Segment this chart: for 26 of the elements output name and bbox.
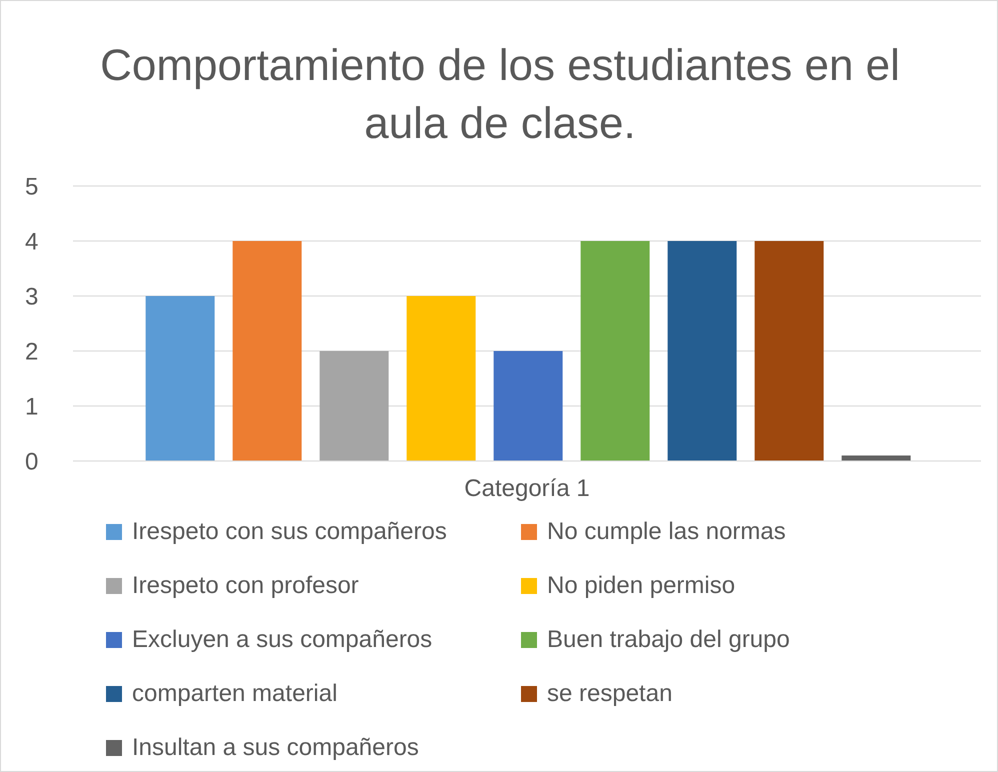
legend-label: se respetan [547, 680, 672, 708]
y-tick-label: 0 [25, 448, 38, 476]
bar [146, 296, 215, 461]
legend-label: Irespeto con profesor [132, 572, 359, 600]
legend-label: Buen trabajo del grupo [547, 626, 790, 654]
bar [580, 241, 650, 461]
x-tick-label: Categoría 1 [464, 475, 590, 502]
legend-label: No cumple las normas [547, 518, 786, 546]
bar [320, 351, 389, 461]
legend-label: Excluyen a sus compañeros [132, 626, 432, 654]
chart-title: Comportamiento de los estudiantes en el aula de clase. [100, 40, 900, 150]
y-tick-label: 4 [25, 228, 38, 256]
legend-label: Insultan a sus compañeros [132, 734, 419, 762]
legend-label: comparten material [132, 680, 338, 708]
legend-label: No piden permiso [547, 572, 736, 600]
legend-label: Irespeto con sus compañeros [132, 518, 447, 546]
bar [754, 241, 824, 461]
y-tick-label: 2 [25, 338, 38, 366]
y-tick-label: 1 [25, 394, 38, 421]
bar [668, 241, 737, 461]
bar [406, 296, 476, 461]
bar [842, 456, 911, 461]
y-tick-label: 3 [25, 284, 38, 311]
bar [494, 351, 563, 461]
y-tick-label: 5 [25, 174, 38, 201]
bar [232, 241, 302, 461]
